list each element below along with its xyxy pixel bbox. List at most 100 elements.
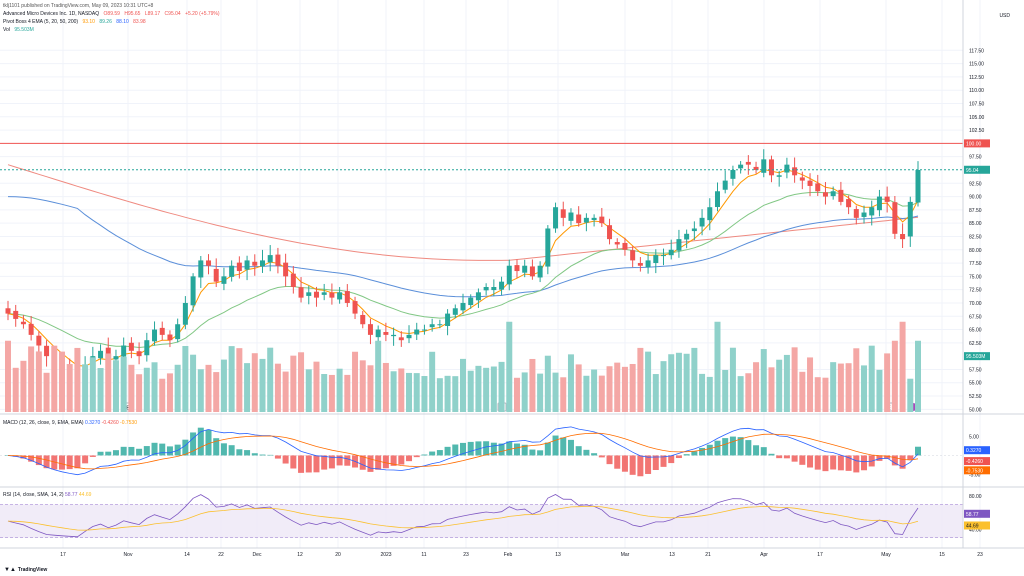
candle-body bbox=[745, 161, 751, 165]
volume-bar bbox=[591, 369, 598, 412]
macd-histogram-bar bbox=[251, 453, 258, 456]
volume-bar bbox=[74, 347, 81, 412]
volume-bar bbox=[776, 359, 783, 412]
candle-body bbox=[259, 260, 265, 267]
volume-bar bbox=[259, 358, 266, 412]
candle-body bbox=[483, 287, 489, 291]
macd-histogram-bar bbox=[35, 455, 42, 466]
candle-body bbox=[475, 292, 481, 301]
candle-body bbox=[568, 212, 574, 221]
price-tick-label: 62.50 bbox=[969, 341, 982, 347]
volume-bar bbox=[66, 364, 73, 412]
candle-body bbox=[869, 207, 875, 216]
macd-histogram-bar bbox=[915, 446, 921, 456]
volume-bar bbox=[5, 340, 11, 412]
currency-label[interactable]: USD bbox=[999, 13, 1010, 19]
candle-body bbox=[206, 260, 212, 266]
volume-bar bbox=[267, 347, 274, 412]
symbol-legend[interactable]: Advanced Micro Devices Inc. 1D, NASDAQ O… bbox=[3, 11, 223, 18]
macd-histogram-bar bbox=[714, 440, 721, 456]
candle-body bbox=[298, 287, 304, 298]
macd-histogram-bar bbox=[567, 439, 574, 456]
macd-histogram-bar bbox=[452, 444, 459, 456]
candle-body bbox=[391, 334, 397, 337]
volume-bar bbox=[20, 360, 27, 412]
time-tick-label: 21 bbox=[705, 552, 711, 558]
candle-body bbox=[884, 196, 890, 202]
macd-line bbox=[7, 426, 919, 476]
volume-bar bbox=[899, 321, 906, 412]
price-tick-label: 87.50 bbox=[969, 208, 982, 214]
candle-body bbox=[306, 292, 312, 296]
volume-bar bbox=[907, 378, 914, 412]
candle-body bbox=[344, 291, 350, 303]
candle-body bbox=[591, 217, 597, 221]
rsi-pane[interactable] bbox=[0, 494, 963, 538]
candle-body bbox=[622, 242, 628, 250]
candle-body bbox=[128, 342, 134, 351]
macd-histogram-bar bbox=[228, 445, 235, 456]
volume-bar bbox=[105, 353, 112, 412]
macd-histogram-bar bbox=[429, 451, 436, 456]
candle-body bbox=[182, 302, 188, 325]
rsi-legend[interactable]: RSI (14, close, SMA, 14, 2) 58.77 44.69 bbox=[3, 492, 91, 498]
ohlc-change: +5.20 (+5.79%) bbox=[185, 11, 220, 17]
candle-body bbox=[830, 191, 836, 197]
volume-bar bbox=[452, 376, 459, 412]
vol-value: 95.503M bbox=[14, 27, 34, 33]
macd-histogram-bar bbox=[606, 455, 613, 465]
macd-histogram-bar bbox=[398, 455, 405, 465]
candle-body bbox=[383, 332, 389, 335]
candle-body bbox=[437, 324, 443, 326]
candle-body bbox=[684, 233, 690, 240]
macd-legend[interactable]: MACD (12, 26, close, 9, EMA, EMA) 0.3270… bbox=[3, 420, 137, 426]
macd-histogram-bar bbox=[621, 455, 628, 472]
candle-body bbox=[20, 321, 26, 325]
time-tick-label: Dec bbox=[253, 552, 262, 558]
volume-bar bbox=[244, 363, 251, 412]
candle-body bbox=[244, 260, 250, 270]
candle-body bbox=[190, 276, 196, 306]
volume-bar bbox=[868, 345, 875, 412]
volume-bar bbox=[190, 354, 197, 412]
candle-body bbox=[229, 265, 235, 277]
volume-bar bbox=[853, 348, 860, 412]
candle-body bbox=[529, 266, 535, 277]
time-tick-label: 13 bbox=[555, 552, 561, 558]
volume-legend[interactable]: Vol 95.503M bbox=[3, 27, 37, 34]
tradingview-logo[interactable]: ▼▲ TradingView bbox=[4, 567, 47, 573]
candle-body bbox=[545, 228, 551, 267]
macd-histogram-bar bbox=[807, 455, 814, 468]
macd-pane[interactable] bbox=[0, 426, 963, 477]
candle-body bbox=[321, 292, 327, 295]
macd-histogram-bar bbox=[359, 455, 366, 470]
candle-body bbox=[614, 242, 620, 245]
rsi-value: 58.77 bbox=[64, 492, 78, 498]
macd-histogram-bar bbox=[884, 455, 891, 459]
ema200-line bbox=[7, 164, 919, 261]
macd-histogram-bar bbox=[652, 455, 659, 471]
volume-bar bbox=[745, 373, 752, 412]
ema5-value: 93.10 bbox=[82, 19, 95, 25]
candle-body bbox=[499, 281, 505, 290]
price-tick-label: 112.50 bbox=[969, 75, 984, 81]
macd-histogram-bar bbox=[313, 455, 320, 473]
resistance-price-tag-bg bbox=[964, 139, 990, 148]
volume-bar bbox=[598, 375, 605, 412]
price-pane[interactable]: EEE bbox=[0, 142, 963, 412]
candle-body bbox=[329, 292, 335, 298]
macd-histogram-bar bbox=[768, 453, 775, 456]
volume-bar bbox=[166, 373, 173, 412]
candle-body bbox=[838, 189, 844, 202]
macd-histogram-bar bbox=[97, 451, 104, 456]
volume-bar bbox=[645, 351, 652, 412]
macd-histogram-bar bbox=[112, 450, 119, 456]
macd-histogram-bar bbox=[891, 455, 898, 466]
price-tick-label: 52.50 bbox=[969, 394, 982, 400]
pivot-boss-legend[interactable]: Pivot Boss 4 EMA (5, 20, 50, 200) 93.10 … bbox=[3, 19, 149, 26]
volume-bar bbox=[629, 363, 636, 412]
candle-body bbox=[668, 249, 674, 256]
price-tick-label: 107.50 bbox=[969, 101, 985, 107]
macd-histogram-bar bbox=[645, 455, 652, 474]
